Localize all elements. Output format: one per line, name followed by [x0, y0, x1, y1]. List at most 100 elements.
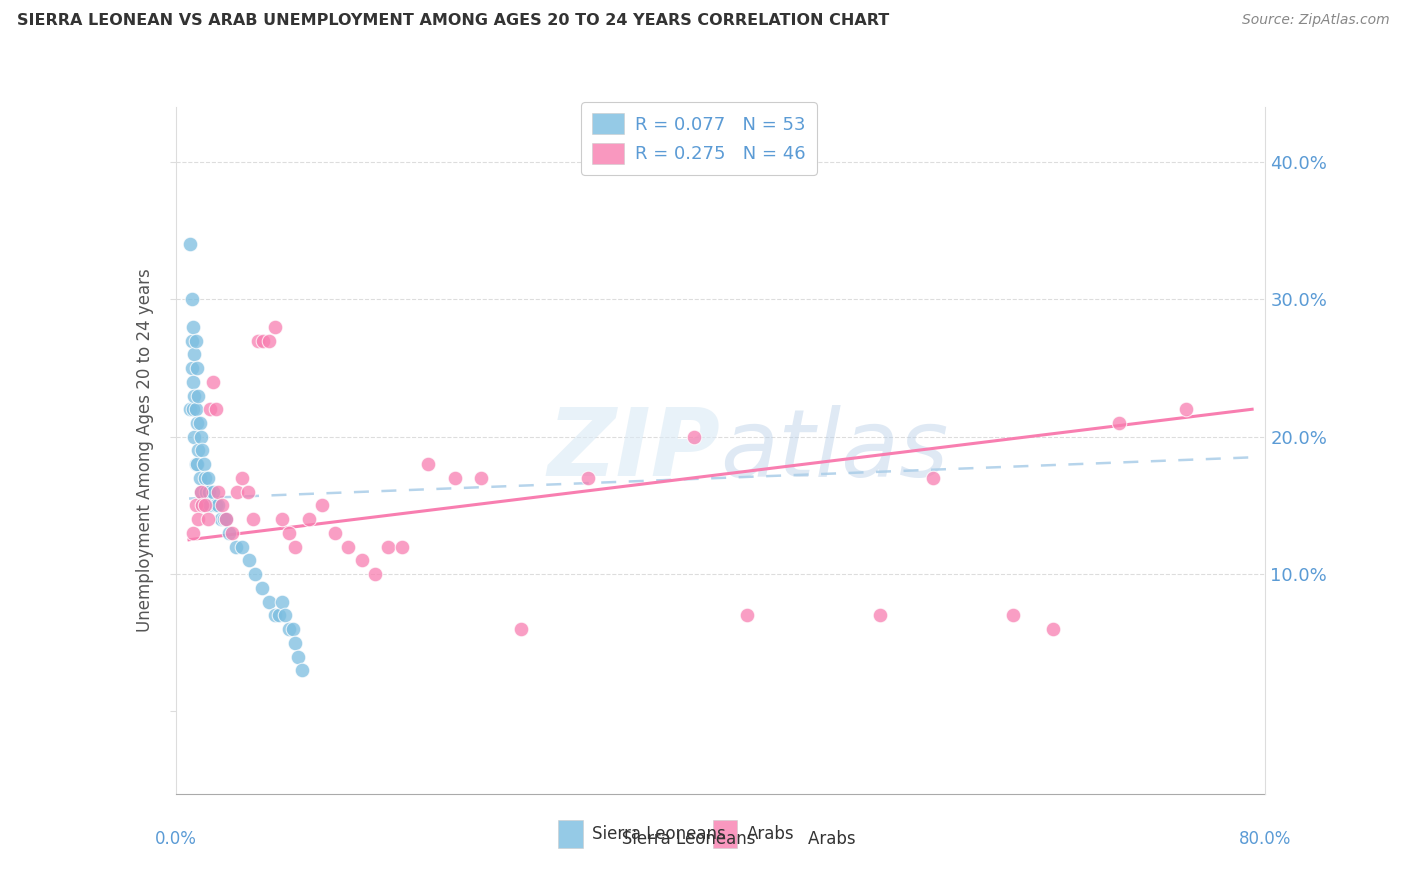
Point — [187, 512, 209, 526]
Point — [181, 319, 204, 334]
Point — [225, 540, 247, 554]
Text: Source: ZipAtlas.com: Source: ZipAtlas.com — [1241, 13, 1389, 28]
Point — [284, 540, 307, 554]
Point — [287, 649, 309, 664]
Point — [188, 416, 211, 430]
Point — [191, 499, 214, 513]
Point — [1042, 622, 1064, 636]
Point — [274, 608, 297, 623]
Point — [209, 512, 232, 526]
Point — [181, 375, 204, 389]
Point — [470, 471, 492, 485]
Point — [418, 457, 440, 471]
Point — [252, 334, 274, 348]
Point — [215, 512, 238, 526]
Point — [221, 525, 243, 540]
Point — [183, 347, 205, 361]
Point — [264, 608, 287, 623]
Point — [277, 525, 299, 540]
Point — [271, 594, 294, 608]
Point — [204, 499, 226, 513]
Point — [510, 622, 533, 636]
Point — [191, 443, 214, 458]
Point — [179, 402, 201, 417]
Point — [184, 402, 207, 417]
Point — [193, 457, 215, 471]
Point — [187, 388, 209, 402]
Point — [245, 567, 267, 582]
Point — [291, 663, 314, 677]
Legend: R = 0.077   N = 53, R = 0.275   N = 46: R = 0.077 N = 53, R = 0.275 N = 46 — [581, 103, 817, 175]
Point — [215, 512, 238, 526]
Text: 0.0%: 0.0% — [155, 830, 197, 847]
FancyBboxPatch shape — [713, 820, 737, 848]
Point — [311, 499, 333, 513]
Point — [922, 471, 945, 485]
Point — [194, 499, 217, 513]
Y-axis label: Unemployment Among Ages 20 to 24 years: Unemployment Among Ages 20 to 24 years — [136, 268, 155, 632]
Point — [198, 484, 221, 499]
Point — [181, 402, 204, 417]
Point — [364, 567, 387, 582]
Point — [257, 594, 280, 608]
Point — [183, 388, 205, 402]
Point — [180, 361, 202, 376]
Point — [323, 525, 346, 540]
Text: SIERRA LEONEAN VS ARAB UNEMPLOYMENT AMONG AGES 20 TO 24 YEARS CORRELATION CHART: SIERRA LEONEAN VS ARAB UNEMPLOYMENT AMON… — [17, 13, 889, 29]
Point — [391, 540, 413, 554]
Point — [190, 430, 212, 444]
Point — [194, 471, 217, 485]
Point — [181, 525, 204, 540]
Point — [337, 540, 360, 554]
Point — [1174, 402, 1197, 417]
Point — [207, 484, 229, 499]
Point — [242, 512, 264, 526]
Point — [231, 540, 253, 554]
Text: 80.0%: 80.0% — [1239, 830, 1292, 847]
Point — [201, 484, 224, 499]
Point — [212, 512, 235, 526]
Point — [179, 237, 201, 252]
Point — [211, 499, 233, 513]
Point — [238, 553, 260, 567]
Point — [190, 484, 212, 499]
Point — [735, 608, 758, 623]
Point — [277, 622, 299, 636]
Text: Sierra Leoneans: Sierra Leoneans — [592, 825, 725, 843]
Point — [1001, 608, 1024, 623]
Point — [180, 334, 202, 348]
Point — [191, 499, 214, 513]
Point — [284, 636, 307, 650]
Point — [183, 430, 205, 444]
Point — [201, 375, 224, 389]
Point — [281, 622, 304, 636]
Point — [250, 581, 273, 595]
Point — [197, 471, 219, 485]
Point — [264, 319, 287, 334]
Point — [236, 484, 259, 499]
Point — [683, 430, 706, 444]
Point — [231, 471, 253, 485]
FancyBboxPatch shape — [558, 820, 582, 848]
Point — [443, 471, 465, 485]
Point — [247, 334, 270, 348]
Point — [200, 499, 222, 513]
Point — [195, 484, 218, 499]
Text: Sierra Leoneans          Arabs: Sierra Leoneans Arabs — [585, 830, 856, 847]
Point — [269, 608, 291, 623]
Point — [576, 471, 599, 485]
Point — [257, 334, 280, 348]
Point — [271, 512, 294, 526]
Point — [200, 402, 222, 417]
Point — [207, 499, 229, 513]
Point — [187, 443, 209, 458]
Point — [377, 540, 399, 554]
Point — [180, 293, 202, 307]
Point — [190, 484, 212, 499]
Point — [186, 361, 208, 376]
Point — [184, 334, 207, 348]
Point — [869, 608, 891, 623]
Point — [298, 512, 321, 526]
Point — [218, 525, 240, 540]
Point — [204, 402, 226, 417]
